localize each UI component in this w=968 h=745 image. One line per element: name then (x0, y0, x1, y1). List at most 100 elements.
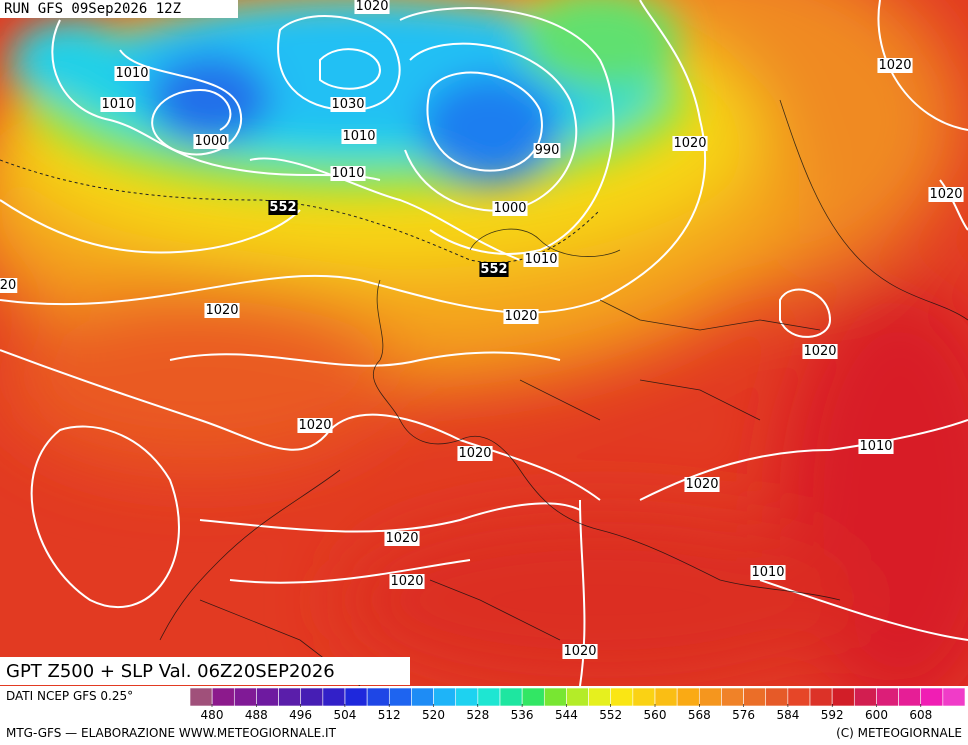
isobar-label: 1020 (205, 303, 238, 318)
colorbar-swatch (698, 687, 722, 707)
isobar-label: 1000 (194, 134, 227, 149)
isobar-label: 1010 (331, 166, 364, 181)
colorbar-swatch (632, 687, 656, 707)
colorbar-swatch (411, 687, 434, 707)
colorbar-tick-label: 480 (201, 708, 224, 722)
isobar-label: 1000 (493, 201, 526, 216)
colorbar-swatch (211, 687, 235, 707)
source-label: DATI NCEP GFS 0.25° (6, 689, 133, 703)
colorbar-tick-label: 536 (511, 708, 534, 722)
colorbar-tick-label: 552 (599, 708, 622, 722)
colorbar-swatch (721, 687, 744, 707)
isobar-label: 1010 (101, 97, 134, 112)
isobar-label-box (354, 0, 390, 14)
isobar-label: 1020 (390, 574, 423, 589)
isobar-label: 1020 (685, 477, 718, 492)
run-label: RUN GFS 09Sep2026 12Z (4, 1, 181, 17)
isobar-label: 1010 (115, 66, 148, 81)
colorbar-swatch (898, 687, 922, 707)
isobar-label: 1020 (298, 418, 331, 433)
isobar-label-box (389, 574, 425, 589)
isobars (0, 0, 968, 686)
colorbar-swatch (765, 687, 789, 707)
colorbar-swatch (189, 687, 213, 707)
isobar-label-box (193, 134, 229, 149)
isobar-label-box (523, 252, 559, 267)
isobar-label: 1020 (803, 344, 836, 359)
isobar-label: 1010 (751, 565, 784, 580)
isobar-label-box (479, 262, 509, 277)
isobar-label-box (533, 143, 561, 158)
colorbar-swatch (433, 687, 457, 707)
isobar-label: 552 (269, 200, 296, 215)
colorbar-swatch (300, 687, 324, 707)
isobar-label-box (457, 446, 493, 461)
colorbar-swatch (278, 687, 302, 707)
colorbar-tick-label: 504 (333, 708, 356, 722)
colorbar-swatch (344, 687, 368, 707)
isobar-label-box (858, 439, 894, 454)
isobar-label: 1020 (385, 531, 418, 546)
isobar-label: 20 (0, 278, 16, 293)
isobar-label: 1020 (458, 446, 491, 461)
colorbar-swatch (499, 687, 523, 707)
isobar-label-box (503, 309, 539, 324)
colorbar-swatch (543, 687, 567, 707)
colorbar-swatch (809, 687, 833, 707)
isobar-labels: 1020 1010 1010 1000 1030 1010 1010 990 1000 552 55… (0, 0, 964, 659)
isobar-label: 1020 (929, 187, 962, 202)
isobar-label-box (114, 66, 150, 81)
credit-label: MTG-GFS — ELABORAZIONE WWW.METEOGIORNALE… (6, 726, 337, 740)
colorbar-swatch (853, 687, 877, 707)
isobar-label: 1030 (331, 97, 364, 112)
isobar-label: 1010 (342, 129, 375, 144)
isobar-label: 1020 (504, 309, 537, 324)
isobar-label-box (877, 58, 913, 73)
colorbar-tick-label: 568 (688, 708, 711, 722)
colorbar-swatch (322, 687, 346, 707)
isobar-label-box (268, 200, 298, 215)
colorbar-swatch (366, 687, 390, 707)
map-title: GPT Z500 + SLP Val. 06Z20SEP2026 (6, 661, 335, 682)
colorbar-swatch (876, 687, 899, 707)
colorbar-tick-label: 600 (865, 708, 888, 722)
isobar-label-box (928, 187, 964, 202)
colorbar-swatch (455, 687, 479, 707)
isobar-label-box (100, 97, 136, 112)
colorbar-tick-label: 560 (644, 708, 667, 722)
colorbar-swatch (521, 687, 545, 707)
colorbar: 480 488 496 504 512 520 528 536 544 552 560 568 576 5… (189, 687, 966, 722)
isobar-label: 1020 (673, 136, 706, 151)
colorbar-tick-label: 544 (555, 708, 578, 722)
colorbar-tick-label: 608 (909, 708, 932, 722)
colorbar-tick-label: 496 (289, 708, 312, 722)
colorbar-swatch (588, 687, 612, 707)
colorbar-swatch (477, 687, 501, 707)
isobar-label-box (341, 129, 377, 144)
colorbar-tick-label: 528 (466, 708, 489, 722)
colorbar-tick-label: 512 (378, 708, 401, 722)
isobar-label: 990 (535, 143, 560, 158)
colorbar-swatch (388, 687, 412, 707)
isobar-label: 552 (480, 262, 507, 277)
map-field: 1020 1010 1010 1000 1030 1010 1010 990 1000 552 55… (0, 0, 968, 686)
isobar-label-box (672, 136, 708, 151)
isobar-label: 1010 (859, 439, 892, 454)
title-box (0, 657, 410, 685)
isobar-label-box (384, 531, 420, 546)
colorbar-swatch (233, 687, 257, 707)
colorbar-swatch (831, 687, 855, 707)
colorbar-swatch (256, 687, 279, 707)
isobar-label-box (684, 477, 720, 492)
copyright-label: (C) METEOGIORNALE (836, 726, 962, 740)
isobar-label-box (562, 644, 598, 659)
colorbar-tick-label: 520 (422, 708, 445, 722)
isobar-label-box (204, 303, 240, 318)
colorbar-tick-label: 488 (245, 708, 268, 722)
colorbar-swatch (654, 687, 678, 707)
colorbar-swatch (610, 687, 634, 707)
isobar-label-box (492, 201, 528, 216)
isobar-label: 1010 (524, 252, 557, 267)
isobar-label: 1020 (878, 58, 911, 73)
isobar-label-box (297, 418, 333, 433)
